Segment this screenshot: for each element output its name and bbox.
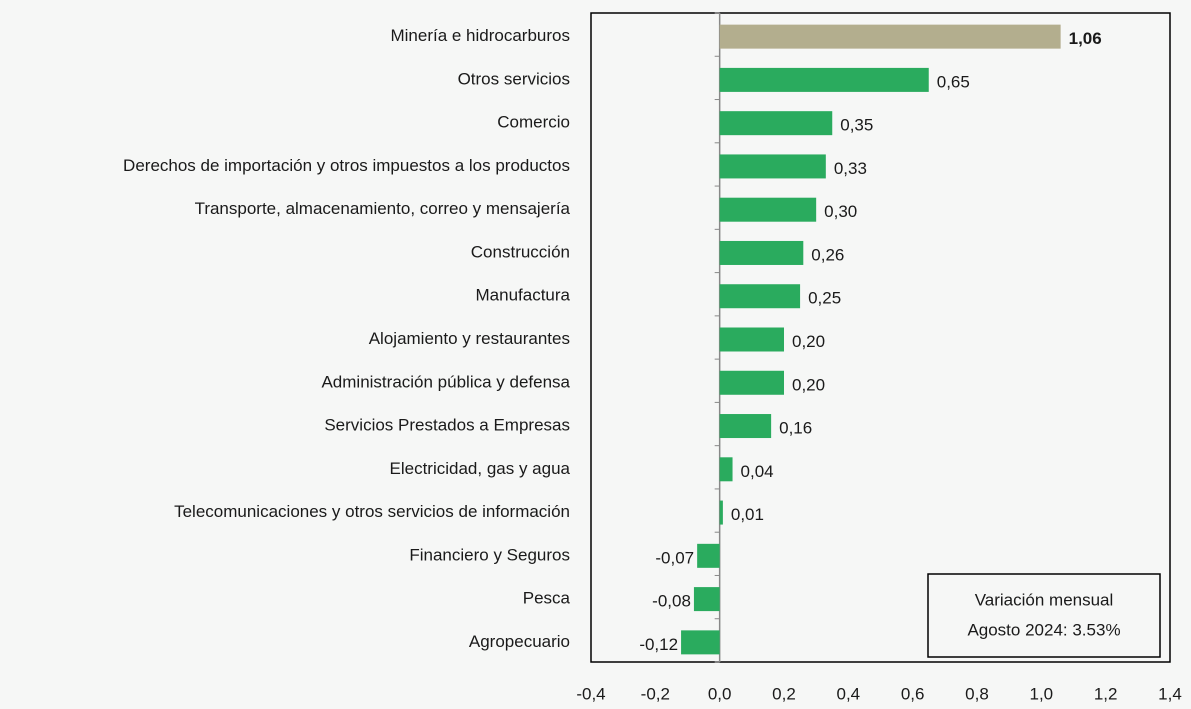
x-tick-label: -0,4 [576,684,605,703]
y-tick-label: Manufactura [476,286,571,305]
x-tick-label: 0,4 [837,684,861,703]
value-label: 0,35 [840,116,873,135]
bar [719,414,772,439]
value-label: 0,25 [808,289,841,308]
value-label: 0,16 [779,419,812,438]
value-label: 0,04 [741,462,774,481]
bar [719,500,723,525]
y-tick-label: Comercio [497,113,570,132]
annotation: Variación mensual [975,590,1114,609]
x-tick-label: 1,2 [1094,684,1118,703]
y-tick-label: Construcción [471,242,570,261]
value-label: 0,20 [792,375,825,394]
value-label: -0,12 [639,635,678,654]
annotation: Agosto 2024: 3.53% [967,620,1120,639]
bar [719,240,804,265]
x-tick-label: -0,2 [641,684,670,703]
value-label: -0,07 [655,548,694,567]
bar [719,197,817,222]
bar [681,630,720,655]
y-tick-label: Telecomunicaciones y otros servicios de … [174,502,570,521]
value-label: 0,30 [824,202,857,221]
y-tick-label: Pesca [523,589,571,608]
y-tick-label: Administración pública y defensa [321,372,570,391]
value-label: 0,26 [811,245,844,264]
bar [719,154,826,179]
value-label: 0,01 [731,505,764,524]
value-label: 0,65 [937,72,970,91]
x-tick-label: 0,6 [901,684,925,703]
bar [719,457,733,482]
y-tick-label: Derechos de importación y otros impuesto… [123,156,570,175]
y-tick-label: Servicios Prestados a Empresas [324,416,570,435]
value-label: 0,33 [834,159,867,178]
value-label: 1,06 [1069,29,1102,48]
x-tick-label: 0,8 [965,684,989,703]
x-tick-label: 1,4 [1158,684,1182,703]
bar [693,587,720,612]
bar [719,67,929,92]
y-tick-label: Electricidad, gas y agua [390,459,571,478]
y-tick-label: Otros servicios [458,69,570,88]
x-tick-label: 0,0 [708,684,732,703]
value-label: 0,20 [792,332,825,351]
y-tick-label: Transporte, almacenamiento, correo y men… [195,199,571,218]
bar [697,543,720,568]
y-tick-label: Financiero y Seguros [409,545,570,564]
y-tick-label: Minería e hidrocarburos [390,26,570,45]
bar [719,370,784,395]
bar [719,24,1061,49]
bar [719,284,801,309]
y-tick-label: Alojamiento y restaurantes [369,329,570,348]
x-tick-label: 1,0 [1030,684,1054,703]
value-label: -0,08 [652,592,691,611]
y-tick-label: Agropecuario [469,632,570,651]
plot-frame [590,12,1171,663]
x-tick-label: 0,2 [772,684,796,703]
annotation-box [927,573,1161,658]
bar [719,327,784,352]
bar [719,111,833,136]
